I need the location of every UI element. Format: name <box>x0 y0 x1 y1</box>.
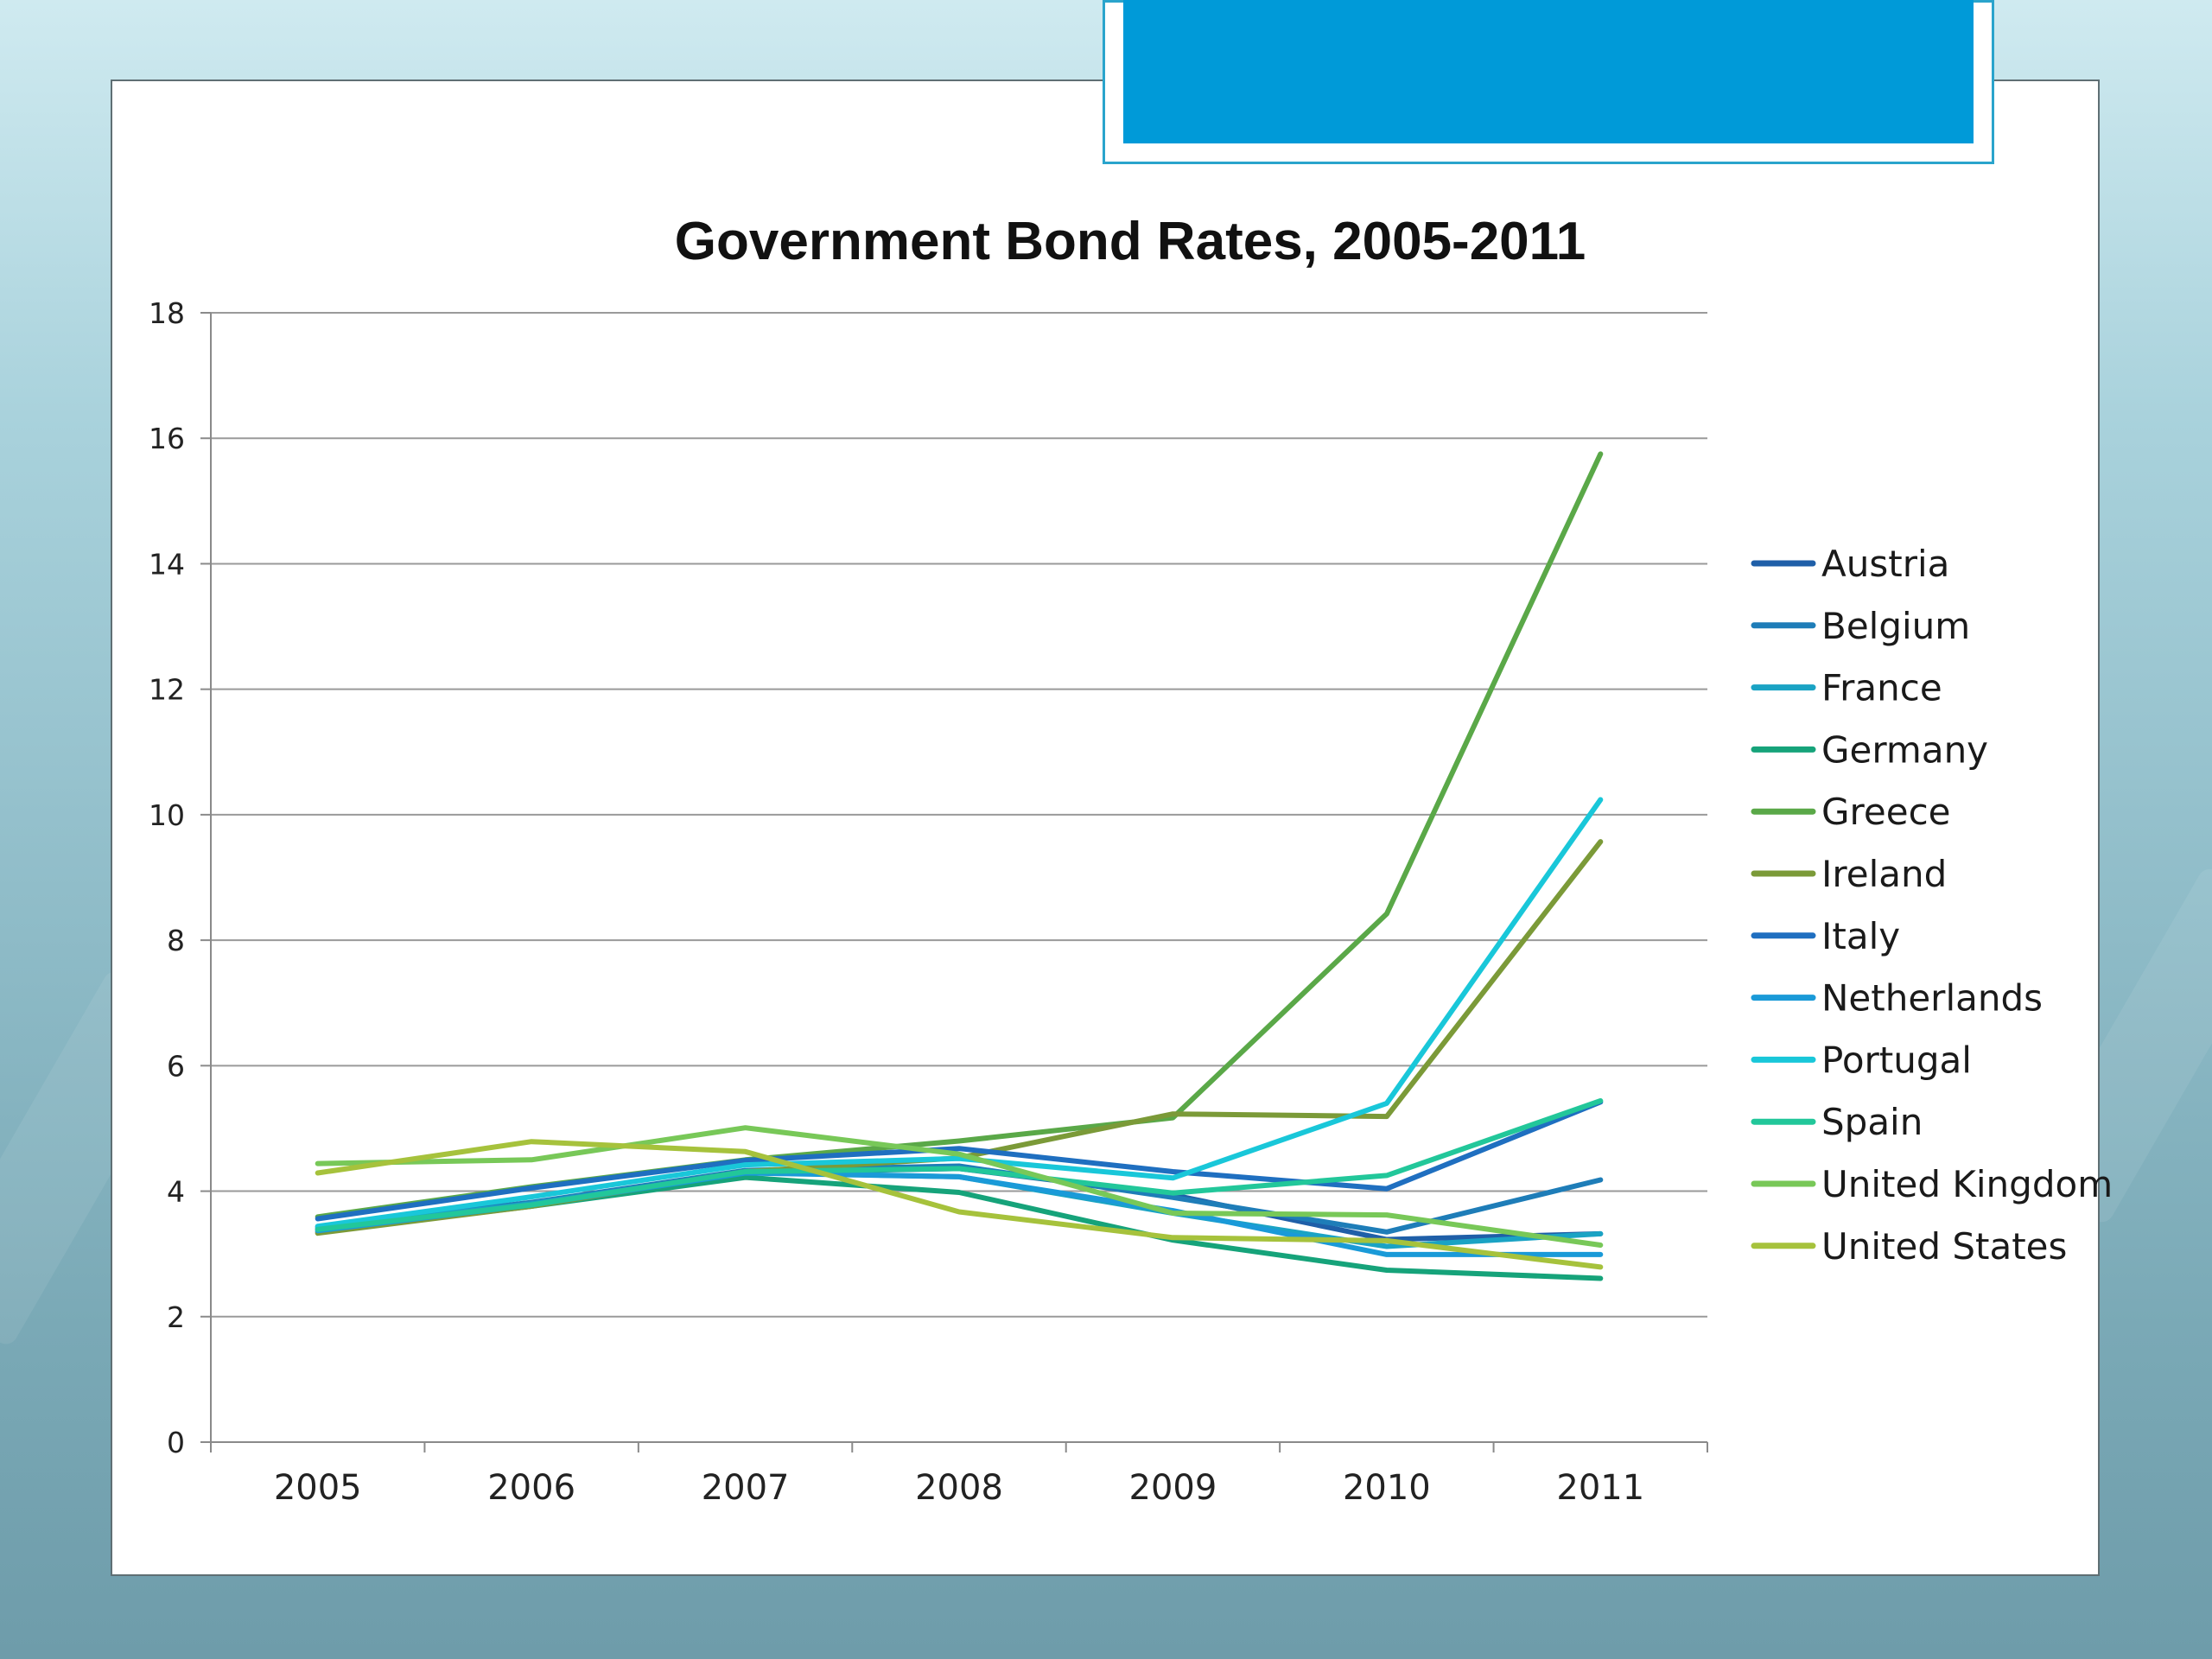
y-tick-label: 0 <box>167 1426 185 1459</box>
legend-label-belgium: Belgium <box>1821 605 1970 647</box>
axes: 0 2 4 6 8 10 12 14 16 18 2005 2006 2007 2008 2009 2010 2… <box>149 296 1708 1508</box>
y-tick-label: 4 <box>167 1175 185 1209</box>
legend-label-spain: Spain <box>1821 1101 1923 1143</box>
series-lines <box>315 451 1604 1281</box>
series-line-portugal <box>315 797 1604 1230</box>
x-tick-label: 2008 <box>915 1468 1003 1508</box>
legend-label-portugal: Portugal <box>1821 1039 1972 1081</box>
legend-label-ireland: Ireland <box>1821 853 1947 895</box>
x-tick-label: 2005 <box>274 1468 362 1508</box>
chart-title: Government Bond Rates, 2005-2011 <box>675 212 1586 271</box>
x-tick-label: 2011 <box>1556 1468 1644 1508</box>
legend: Austria Belgium France Germany Greece Ireland… <box>1751 543 2113 1268</box>
legend-label-austria: Austria <box>1821 543 1949 585</box>
y-tick-label: 14 <box>149 547 185 581</box>
x-tick-label: 2007 <box>702 1468 790 1508</box>
series-line-united-states <box>315 1139 1604 1270</box>
series-line-united-kingdom <box>315 1125 1604 1248</box>
y-tick-label: 8 <box>167 924 185 957</box>
y-tick-label: 2 <box>167 1300 185 1334</box>
series-line-spain <box>315 1098 1604 1232</box>
y-tick-label: 12 <box>149 673 185 707</box>
title-banner <box>1123 0 1974 143</box>
y-tick-label: 18 <box>149 296 185 330</box>
legend-label-greece: Greece <box>1821 791 1951 833</box>
gridlines <box>211 312 1707 1318</box>
chart-panel <box>111 79 2100 1576</box>
x-tick-label: 2009 <box>1129 1468 1217 1508</box>
legend-label-germany: Germany <box>1821 728 1988 771</box>
series-line-greece <box>315 451 1604 1220</box>
x-tick-label: 2010 <box>1343 1468 1431 1508</box>
y-tick-label: 16 <box>149 422 185 455</box>
x-tick-label: 2006 <box>487 1468 575 1508</box>
legend-label-united-kingdom: United Kingdom <box>1821 1163 2113 1205</box>
legend-label-united-states: United States <box>1821 1225 2067 1268</box>
y-tick-label: 6 <box>167 1049 185 1083</box>
legend-label-italy: Italy <box>1821 915 1900 957</box>
series-line-italy <box>315 1099 1604 1222</box>
legend-label-netherlands: Netherlands <box>1821 977 2043 1020</box>
y-tick-label: 10 <box>149 798 185 832</box>
legend-label-france: France <box>1821 667 1942 709</box>
